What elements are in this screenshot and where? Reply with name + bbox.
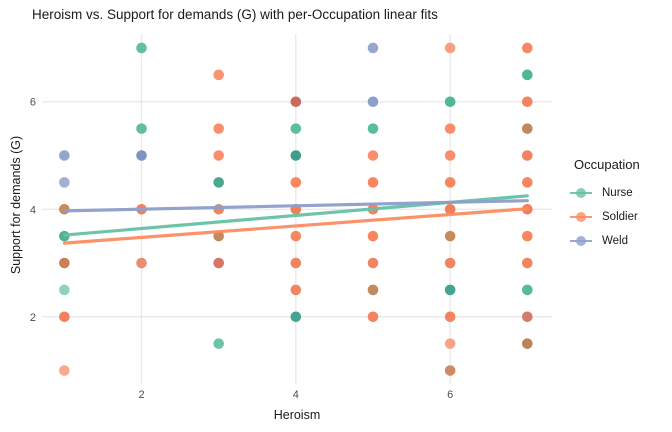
- data-point: [522, 42, 533, 54]
- data-point: [522, 150, 533, 161]
- chart-title: Heroism vs. Support for demands (G) with…: [32, 7, 438, 22]
- data-point: [367, 150, 379, 161]
- data-point: [213, 69, 224, 81]
- data-point: [59, 311, 70, 323]
- data-point: [290, 257, 302, 269]
- data-point: [213, 177, 224, 188]
- data-point: [444, 365, 456, 376]
- data-point: [522, 284, 533, 296]
- data-point: [444, 311, 456, 323]
- data-point: [444, 177, 456, 188]
- data-point: [367, 123, 379, 134]
- weld-key-icon: [570, 234, 592, 248]
- data-point: [444, 96, 456, 108]
- data-point: [290, 311, 302, 323]
- soldier-key-icon: [570, 210, 592, 224]
- x-tick-label: 4: [293, 389, 299, 401]
- data-point: [213, 203, 224, 215]
- data-point: [290, 284, 302, 296]
- legend-item-weld: Weld: [570, 229, 640, 253]
- data-point: [367, 257, 379, 269]
- data-point: [444, 230, 456, 242]
- y-tick-label: 4: [30, 204, 36, 216]
- data-point: [213, 257, 224, 269]
- data-point: [522, 311, 533, 323]
- data-point: [367, 42, 379, 54]
- legend-label: Weld: [602, 235, 628, 247]
- data-point: [367, 230, 379, 242]
- x-tick-label: 2: [138, 389, 144, 401]
- data-point: [213, 150, 224, 161]
- data-point: [522, 123, 533, 134]
- y-tick-label: 2: [30, 312, 36, 324]
- data-point: [444, 150, 456, 161]
- data-point: [522, 177, 533, 188]
- data-point: [367, 284, 379, 296]
- data-point: [59, 365, 70, 376]
- legend-label: Nurse: [602, 187, 633, 199]
- data-point: [59, 177, 70, 188]
- data-point: [444, 203, 456, 215]
- data-point: [444, 338, 456, 349]
- legend: Occupation Nurse Soldier Weld: [570, 157, 640, 253]
- x-axis-title: Heroism: [273, 408, 321, 422]
- data-point: [136, 42, 147, 54]
- legend-item-soldier: Soldier: [570, 205, 640, 229]
- data-point: [136, 150, 147, 161]
- data-point: [136, 257, 147, 269]
- data-point: [444, 123, 456, 134]
- legend-title: Occupation: [574, 157, 640, 172]
- data-point: [367, 177, 379, 188]
- data-point: [367, 96, 379, 108]
- data-point: [59, 257, 70, 269]
- data-point: [522, 230, 533, 242]
- y-axis-title: Support for demands (G): [9, 135, 23, 275]
- data-point: [444, 42, 456, 54]
- nurse-key-icon: [570, 186, 592, 200]
- data-point: [290, 123, 302, 134]
- x-tick-label: 6: [447, 389, 453, 401]
- data-point: [290, 96, 302, 108]
- data-point: [290, 230, 302, 242]
- data-point: [522, 69, 533, 81]
- legend-label: Soldier: [602, 211, 638, 223]
- data-point: [213, 338, 224, 349]
- data-point: [290, 177, 302, 188]
- legend-item-nurse: Nurse: [570, 181, 640, 205]
- data-point: [136, 123, 147, 134]
- data-point: [522, 96, 533, 108]
- data-point: [59, 150, 70, 161]
- fit-line-weld: [62, 199, 529, 213]
- data-point: [213, 230, 224, 242]
- data-point: [213, 123, 224, 134]
- data-point: [290, 150, 302, 161]
- data-point: [367, 311, 379, 323]
- data-point: [59, 284, 70, 296]
- fit-line-soldier: [62, 207, 529, 245]
- data-point: [444, 257, 456, 269]
- data-point: [522, 338, 533, 349]
- data-point: [522, 257, 533, 269]
- data-point: [444, 284, 456, 296]
- y-tick-label: 6: [30, 97, 36, 109]
